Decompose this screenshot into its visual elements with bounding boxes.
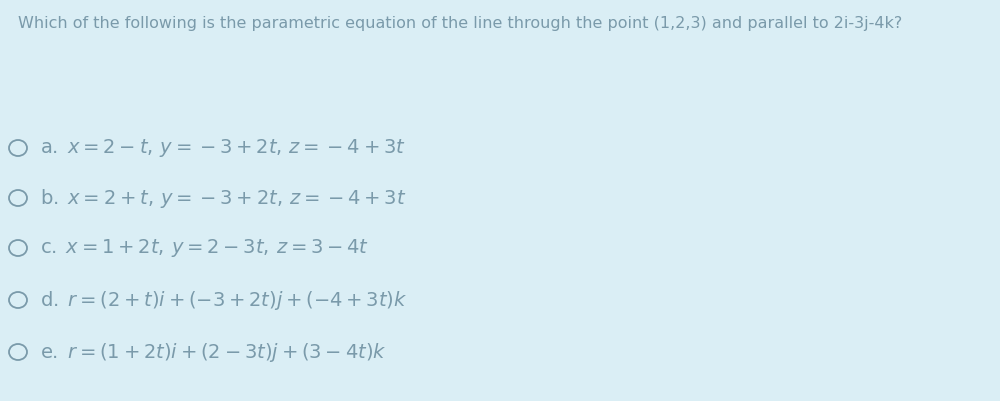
Text: $\mathrm{e.}\; r = (1 + 2t)i + (2 - 3t)j + (3 - 4t)k$: $\mathrm{e.}\; r = (1 + 2t)i + (2 - 3t)j… — [40, 340, 387, 363]
Text: Which of the following is the parametric equation of the line through the point : Which of the following is the parametric… — [18, 16, 902, 31]
Text: $\mathrm{d.}\; r = (2 + t)i + (-3 + 2t)j + (-4 + 3t)k$: $\mathrm{d.}\; r = (2 + t)i + (-3 + 2t)j… — [40, 288, 407, 312]
Text: $\mathrm{c.}\; x = 1 + 2t,\, y = 2 - 3t,\, z = 3 - 4t$: $\mathrm{c.}\; x = 1 + 2t,\, y = 2 - 3t,… — [40, 237, 369, 259]
Text: $\mathrm{b.}\; x = 2 + t,\, y = -3 + 2t,\, z = -4 + 3t$: $\mathrm{b.}\; x = 2 + t,\, y = -3 + 2t,… — [40, 186, 406, 209]
Text: $\mathrm{a.}\; x = 2 - t,\, y = -3 + 2t,\, z = -4 + 3t$: $\mathrm{a.}\; x = 2 - t,\, y = -3 + 2t,… — [40, 137, 406, 159]
